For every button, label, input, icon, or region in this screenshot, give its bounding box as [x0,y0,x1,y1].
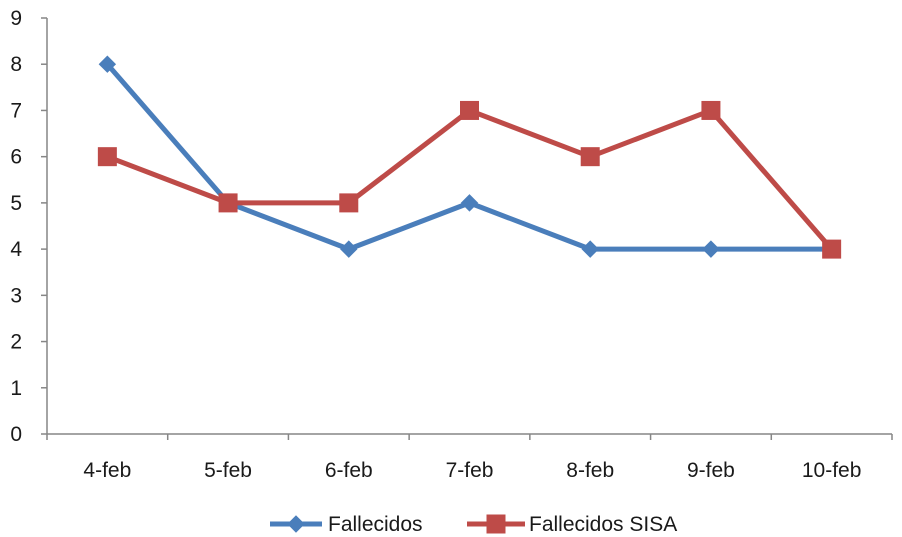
y-tick-label: 0 [10,423,22,446]
data-point [340,240,358,258]
series-0 [98,55,841,258]
data-point [97,147,117,167]
y-tick-label: 6 [10,146,22,169]
data-point [218,193,238,213]
y-tick-label: 4 [10,238,22,261]
legend-item: Fallecidos SISA [467,513,677,536]
legend: Fallecidos Fallecidos SISA [270,513,677,536]
x-tick-label: 6-feb [325,459,373,482]
data-point [460,100,479,120]
x-tick-label: 5-feb [204,459,252,482]
data-point [822,239,842,259]
legend-marker [486,514,506,534]
y-tick-label: 5 [10,192,22,215]
axes [46,18,892,435]
x-axis-ticks: 4-feb 5-feb 6-feb 7-feb 8-feb 9-feb 10-feb [46,434,893,482]
y-tick-label: 8 [10,53,22,76]
series-line [104,61,835,252]
legend-label: Fallecidos SISA [529,513,677,536]
data-point [701,100,721,120]
data-point [460,194,479,212]
y-tick-label: 2 [10,331,22,354]
data-point [702,240,720,258]
y-tick-label: 3 [10,284,22,307]
data-point [580,147,600,167]
y-tick-label: 7 [10,99,22,122]
legend-marker [287,515,305,533]
data-point [339,193,359,213]
y-tick-label: 1 [10,377,22,400]
y-axis-ticks: 0 1 2 3 4 5 6 7 8 9 [10,7,47,446]
x-tick-label: 9-feb [687,459,735,482]
data-point [98,55,117,73]
x-tick-label: 4-feb [83,459,131,482]
series-line [104,107,835,252]
legend-label: Fallecidos [328,513,423,536]
x-tick-label: 10-feb [802,459,862,482]
x-tick-label: 8-feb [566,459,614,482]
y-tick-label: 9 [10,7,22,30]
series-1 [97,100,842,259]
x-tick-label: 7-feb [446,459,494,482]
series-group [97,55,842,259]
data-point [581,240,599,258]
legend-item: Fallecidos [270,513,423,536]
